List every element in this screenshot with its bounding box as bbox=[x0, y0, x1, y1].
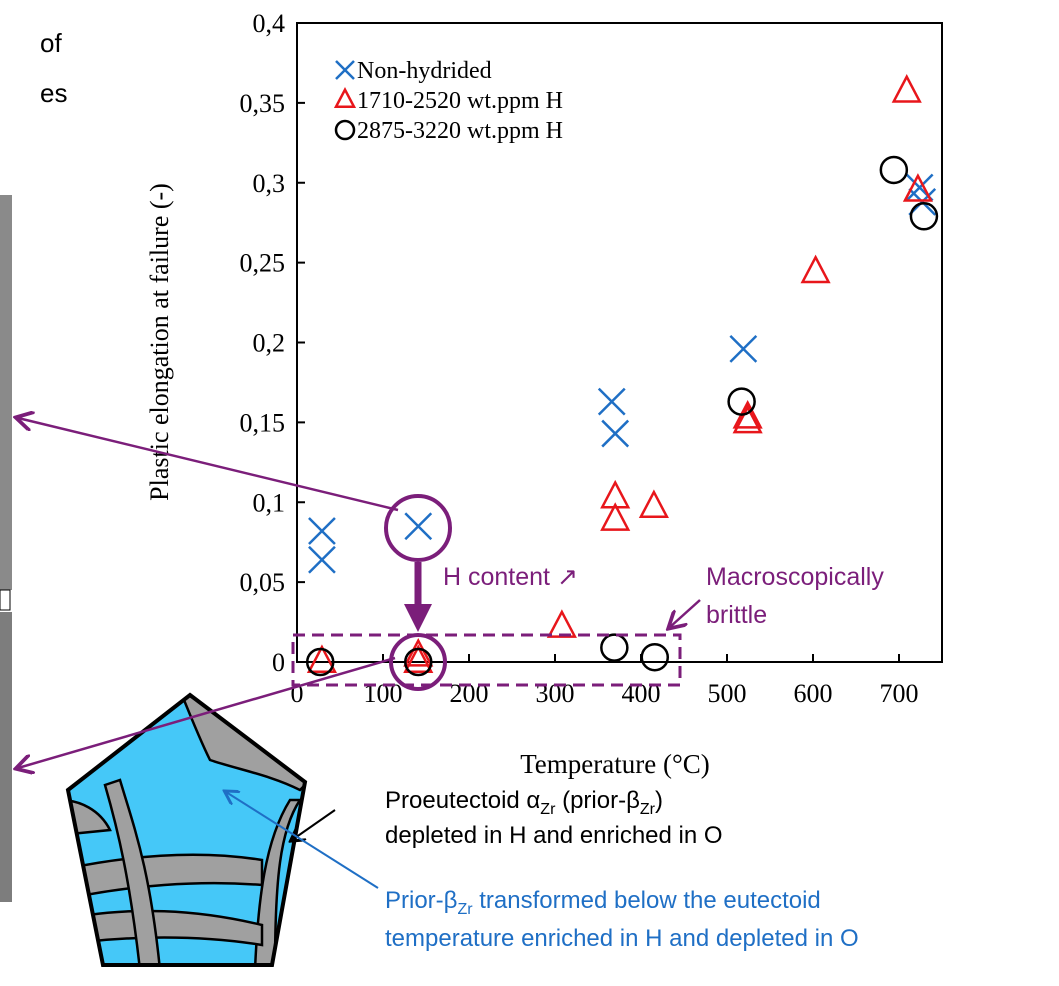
x-tick-label: 100 bbox=[364, 679, 403, 708]
highlight-circle bbox=[384, 494, 452, 562]
x-tick-label: 300 bbox=[536, 679, 575, 708]
cross-marker bbox=[308, 545, 336, 574]
x-tick-label: 700 bbox=[880, 679, 919, 708]
y-tick-label: 0,15 bbox=[240, 408, 286, 437]
y-tick-label: 0,3 bbox=[253, 169, 286, 198]
pointer-arrow bbox=[292, 809, 336, 840]
x-axis-title: Temperature (°C) bbox=[520, 749, 710, 779]
scale-box bbox=[0, 589, 11, 611]
y-tick-label: 0,25 bbox=[240, 249, 286, 278]
cut-text: of bbox=[40, 28, 62, 58]
annotation: brittle bbox=[706, 601, 767, 629]
legend-marker bbox=[333, 86, 357, 108]
circle-marker bbox=[640, 642, 670, 672]
triangle-marker bbox=[546, 609, 577, 638]
cross-marker bbox=[597, 387, 626, 416]
x-tick-label: 500 bbox=[708, 679, 747, 708]
triangle-marker bbox=[638, 489, 669, 519]
annotation: temperature enriched in H and depleted i… bbox=[385, 925, 859, 952]
annotation-group bbox=[18, 418, 701, 768]
triangle-marker bbox=[403, 644, 434, 673]
legend-label: Non-hydrided bbox=[357, 58, 492, 84]
pointer-arrow bbox=[18, 418, 399, 512]
legend-marker bbox=[335, 60, 355, 80]
pointer-arrow bbox=[670, 599, 701, 627]
triangle-marker bbox=[306, 644, 338, 673]
micrograph-strip bbox=[0, 195, 12, 590]
annotation: Macroscopically bbox=[706, 563, 884, 591]
circle-marker bbox=[909, 202, 939, 231]
x-tick-label: 400 bbox=[622, 679, 661, 708]
triangle-marker bbox=[902, 173, 933, 202]
annotation: Prior-βZr transformed below the eutectoi… bbox=[385, 887, 821, 918]
y-tick-label: 0,1 bbox=[253, 488, 286, 517]
triangle-marker bbox=[800, 254, 831, 284]
annotation: Proeutectoid αZr (prior-βZr) bbox=[385, 787, 663, 818]
x-tick-label: 600 bbox=[794, 679, 833, 708]
brittle-box bbox=[291, 633, 682, 687]
microstructure-diagram bbox=[65, 692, 308, 967]
cross-marker bbox=[404, 512, 433, 541]
triangle-marker bbox=[732, 404, 763, 434]
annotation: depleted in H and enriched in O bbox=[385, 822, 723, 849]
x-tick-label: 200 bbox=[450, 679, 489, 708]
legend-label: 1710-2520 wt.ppm H bbox=[357, 88, 563, 114]
cross-marker bbox=[308, 517, 336, 545]
chart: Plastic elongation at failure (-) Temper… bbox=[145, 9, 943, 779]
circle-marker bbox=[879, 155, 909, 185]
pointer-arrow bbox=[226, 792, 379, 889]
circle-marker bbox=[305, 647, 335, 677]
triangle-marker bbox=[600, 502, 631, 531]
y-tick-label: 0,2 bbox=[253, 329, 286, 358]
legend-marker bbox=[334, 119, 356, 141]
pointer-arrow bbox=[18, 656, 396, 768]
y-tick-label: 0 bbox=[272, 648, 285, 677]
triangle-marker bbox=[403, 637, 434, 667]
micrograph-strip bbox=[0, 612, 12, 902]
y-tick-label: 0,35 bbox=[240, 89, 286, 118]
y-tick-label: 0,4 bbox=[253, 9, 286, 38]
circle-marker bbox=[600, 633, 629, 662]
y-tick-label: 0,05 bbox=[240, 568, 286, 597]
circle-marker bbox=[404, 647, 433, 677]
legend-label: 2875-3220 wt.ppm H bbox=[357, 118, 563, 144]
triangle-marker bbox=[891, 74, 922, 103]
annotation: H content ↗ bbox=[443, 563, 578, 591]
cross-marker bbox=[729, 335, 758, 363]
cross-marker bbox=[601, 419, 630, 448]
y-axis-title: Plastic elongation at failure (-) bbox=[145, 183, 174, 501]
circle-marker bbox=[727, 387, 756, 416]
cut-text: es bbox=[40, 78, 67, 108]
